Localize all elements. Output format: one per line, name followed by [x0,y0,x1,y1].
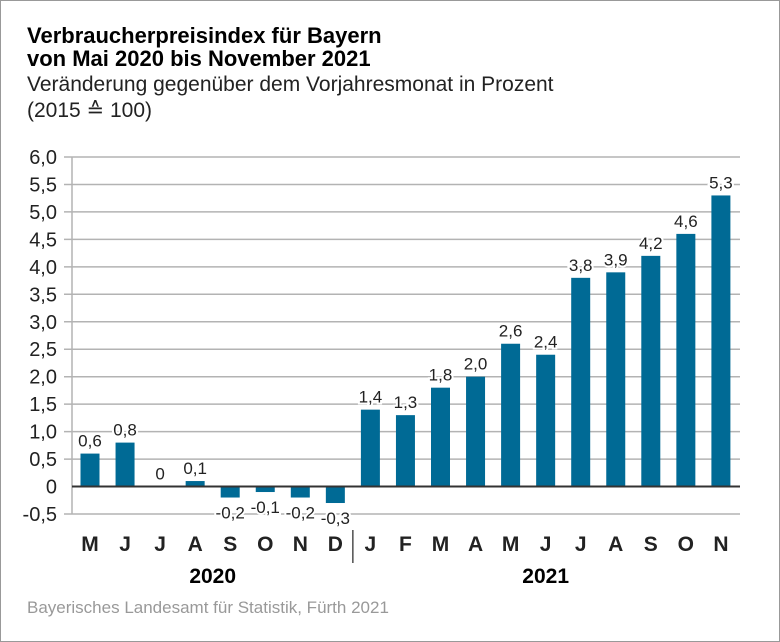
x-tick-label: A [468,533,483,556]
y-tick-label: 1,5 [29,394,57,416]
data-label: 4,6 [674,212,698,231]
x-tick-label: S [644,533,658,556]
y-tick-label: 5,5 [29,174,57,196]
bar [431,387,450,487]
x-tick-label: O [678,533,694,556]
y-tick-label: -0,5 [23,504,57,526]
bar [325,486,345,504]
x-tick-label: S [223,533,237,556]
x-tick-label: J [154,533,166,556]
data-label: 3,8 [569,256,593,275]
x-tick-label: M [502,533,520,556]
bar [501,343,521,487]
y-tick-label: 1,0 [29,422,57,444]
bar [641,255,661,487]
x-tick-label: M [432,533,450,556]
bar [80,453,100,487]
chart-title: Verbraucherpreisindex für Bayern von Mai… [27,24,382,70]
x-tick-label: N [713,533,728,556]
x-tick-label: M [81,533,99,556]
data-label: 1,8 [429,366,453,385]
x-tick-label: A [188,533,203,556]
bar [360,409,380,487]
x-tick-label: A [608,533,623,556]
bar [185,481,205,487]
bar [220,486,240,498]
y-tick-label: 4,5 [29,229,57,251]
bar [255,486,275,493]
y-tick-label: 2,0 [29,367,57,389]
source-note: Bayerisches Landesamt für Statistik, Für… [27,598,389,617]
x-tick-label: J [575,533,587,556]
bar [466,376,486,487]
data-label: 0,8 [113,421,137,440]
year-label: 2021 [522,565,569,588]
data-label: 4,2 [639,234,663,253]
data-label: 2,4 [534,333,558,352]
data-label: 0 [155,465,164,484]
data-label: 5,3 [709,173,733,192]
data-label: 2,6 [499,322,523,341]
data-label: -0,1 [251,498,280,517]
bar [711,195,731,487]
year-label: 2020 [189,565,236,588]
y-tick-label: 3,0 [29,312,57,334]
chart-subtitle: Veränderung gegenüber dem Vorjahresmonat… [27,72,554,124]
bar [606,272,626,487]
data-label: -0,3 [321,509,350,528]
y-tick-label: 2,5 [29,339,57,361]
bar [676,233,696,487]
x-tick-label: N [293,533,308,556]
data-label: -0,2 [286,504,315,523]
title-line-1: Verbraucherpreisindex für Bayern [27,23,382,48]
y-tick-label: 0,5 [29,449,57,471]
bar [395,415,415,487]
subtitle-line-2: (2015 ≙ 100) [27,99,153,122]
data-label: 2,0 [464,355,488,374]
data-label: -0,2 [216,504,245,523]
data-label: 1,3 [394,393,418,412]
subtitle-line-1: Veränderung gegenüber dem Vorjahresmonat… [27,73,554,96]
bar [571,277,591,487]
data-label: 1,4 [359,388,383,407]
x-tick-label: J [540,533,552,556]
x-tick-label: J [119,533,131,556]
y-tick-label: 5,0 [29,202,57,224]
bar [115,442,135,487]
data-label: 3,9 [604,250,628,269]
x-tick-label: J [365,533,377,556]
x-tick-label: O [257,533,273,556]
y-tick-label: 4,0 [29,257,57,279]
title-line-2: von Mai 2020 bis November 2021 [27,46,371,71]
bar [290,486,310,498]
y-tick-label: 3,5 [29,284,57,306]
x-tick-label: F [399,533,412,556]
x-tick-label: D [328,533,343,556]
bar [536,354,556,487]
data-label: 0,6 [78,432,102,451]
data-label: 0,1 [183,459,207,478]
y-tick-label: 0 [46,477,57,499]
y-tick-label: 6,0 [29,147,57,169]
